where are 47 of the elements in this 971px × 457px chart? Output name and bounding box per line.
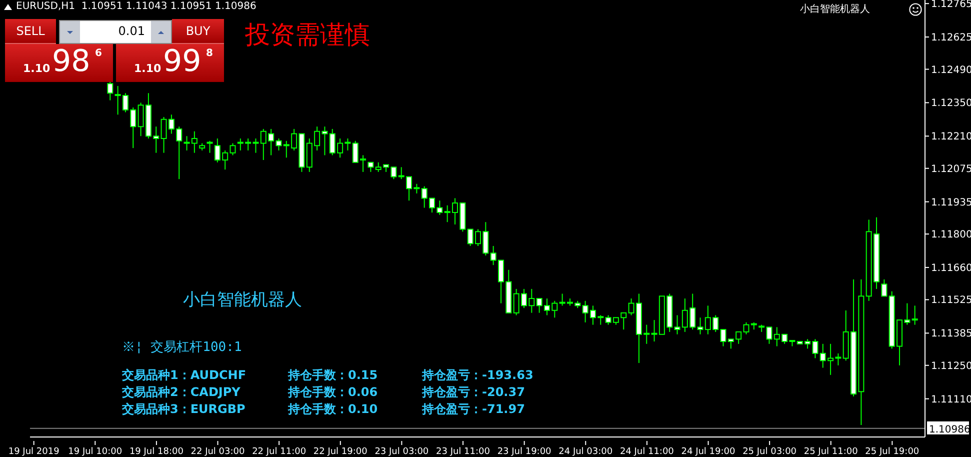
x-tick-label: 22 Jul 19:00 bbox=[313, 447, 368, 457]
annotation: 交易品种2：CADJPY bbox=[122, 384, 240, 401]
y-tick-label: 1.12075 bbox=[931, 164, 971, 175]
annotation: 1.10 bbox=[23, 62, 50, 75]
x-tick-label: 19 Jul 18:00 bbox=[129, 447, 184, 457]
x-tick-label: 24 Jul 03:00 bbox=[558, 447, 613, 457]
x-tick-label: 22 Jul 03:00 bbox=[190, 447, 246, 457]
x-tick-label: 25 Jul 03:00 bbox=[742, 447, 797, 457]
lot-field: 0.01 bbox=[59, 20, 172, 44]
annotation: 6 bbox=[95, 48, 102, 59]
annotation: 交易品种1：AUDCHF bbox=[122, 367, 246, 384]
annotation: 投资需谨慎 bbox=[245, 19, 370, 51]
annotation: 持仓手数：0.10 bbox=[288, 401, 378, 418]
y-tick-label: 1.11525 bbox=[931, 295, 971, 306]
annotation: 1.10 bbox=[134, 62, 162, 75]
annotation: 98 bbox=[52, 44, 90, 79]
annotation: 交易品种3：EURGBP bbox=[122, 401, 246, 418]
annotation: 小白智能机器人 bbox=[183, 289, 302, 311]
candlestick bbox=[912, 306, 918, 325]
annotation: 小白智能机器人 bbox=[800, 2, 870, 16]
ref-line-label: 1.10986 bbox=[929, 424, 970, 436]
annotation: 持仓手数：0.15 bbox=[288, 367, 378, 384]
x-tick-label: 24 Jul 19:00 bbox=[681, 447, 736, 457]
x-tick-label: 23 Jul 19:00 bbox=[497, 447, 552, 457]
y-tick-label: 1.11935 bbox=[931, 197, 971, 208]
chart-title: EURUSD,H1 1.10951 1.11043 1.10951 1.10986 bbox=[16, 1, 256, 12]
x-tick-label: 23 Jul 03:00 bbox=[374, 447, 429, 457]
annotation: 持仓盈亏：-71.97 bbox=[422, 401, 525, 418]
annotation: 持仓手数：0.06 bbox=[288, 384, 378, 401]
x-tick-label: 19 Jul 10:00 bbox=[68, 447, 122, 457]
x-tick-label: 25 Jul 19:00 bbox=[865, 447, 920, 457]
sell-button: SELL bbox=[5, 19, 56, 44]
annotation: 持仓盈亏：-20.37 bbox=[422, 384, 525, 401]
x-tick-label: 23 Jul 11:00 bbox=[436, 447, 490, 457]
annotation: 持仓盈亏：-193.63 bbox=[422, 367, 534, 384]
x-tick-label: 19 Jul 2019 bbox=[8, 447, 60, 457]
y-tick-label: 1.12765 bbox=[931, 0, 971, 10]
annotation: 0.01 bbox=[118, 24, 145, 38]
annotation: 99 bbox=[163, 44, 202, 79]
x-tick-label: 24 Jul 11:00 bbox=[620, 447, 674, 457]
y-tick-label: 1.12625 bbox=[931, 32, 971, 44]
annotation: ※¦ 交易杠杆100:1 bbox=[122, 339, 242, 356]
annotation: 8 bbox=[206, 48, 213, 59]
y-tick-label: 1.11385 bbox=[931, 328, 971, 340]
buy-button: BUY bbox=[172, 19, 224, 44]
x-tick-label: 22 Jul 11:00 bbox=[252, 447, 306, 457]
x-tick-label: 25 Jul 11:00 bbox=[804, 447, 858, 457]
